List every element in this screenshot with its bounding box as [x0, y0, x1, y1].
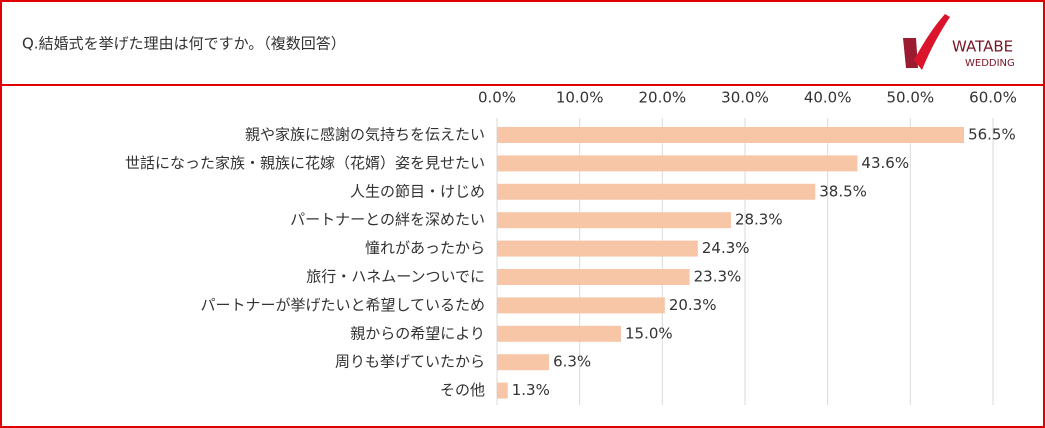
x-tick-label: 50.0% — [887, 89, 935, 107]
bar — [497, 183, 816, 200]
bar — [497, 155, 858, 172]
value-label: 43.6% — [861, 154, 909, 172]
bar — [497, 127, 965, 143]
x-tick-label: 40.0% — [804, 89, 852, 107]
x-tick-label: 60.0% — [969, 89, 1017, 107]
y-tick-label: パートナーとの絆を深めたい — [290, 211, 485, 229]
x-tick-label: 10.0% — [556, 89, 604, 107]
logo-mark — [903, 38, 918, 68]
bar — [497, 297, 665, 314]
header-border — [0, 0, 1045, 86]
value-label: 38.5% — [819, 182, 867, 200]
value-label: 15.0% — [625, 324, 673, 342]
value-label: 24.3% — [702, 239, 750, 257]
bar — [497, 212, 731, 229]
x-tick-label: 20.0% — [639, 89, 687, 107]
value-label: 28.3% — [735, 211, 783, 229]
bar — [497, 240, 698, 257]
value-label: 20.3% — [669, 296, 717, 314]
logo-subtext: WEDDING — [965, 58, 1015, 69]
x-tick-label: 0.0% — [478, 89, 516, 107]
x-tick-label: 30.0% — [721, 89, 769, 107]
y-tick-label: 世話になった家族・親族に花嫁（花婿）姿を見せたい — [125, 154, 485, 172]
logo-text: WATABE — [952, 38, 1013, 56]
y-tick-label: その他 — [440, 381, 485, 399]
logo-mark — [914, 14, 950, 70]
y-tick-label: 周りも挙げていたから — [335, 353, 485, 371]
y-tick-label: 親や家族に感謝の気持ちを伝えたい — [245, 126, 485, 144]
y-tick-label: パートナーが挙げたいと希望しているため — [200, 296, 485, 314]
bar — [497, 269, 690, 285]
y-tick-label: 親からの希望により — [350, 324, 485, 342]
bar — [497, 354, 550, 371]
value-label: 6.3% — [553, 353, 591, 371]
bar — [497, 382, 508, 399]
value-label: 1.3% — [512, 381, 550, 399]
logo: WATABE WEDDING — [903, 14, 1015, 70]
y-tick-label: 憧れがあったから — [365, 239, 485, 257]
value-label: 56.5% — [968, 126, 1016, 144]
bar — [497, 325, 621, 342]
y-tick-label: 旅行・ハネムーンついでに — [306, 268, 485, 286]
chart-title: Q.結婚式を挙げた理由は何ですか。（複数回答） — [22, 35, 346, 53]
y-tick-label: 人生の節目・けじめ — [350, 182, 485, 200]
value-label: 23.3% — [694, 268, 742, 286]
